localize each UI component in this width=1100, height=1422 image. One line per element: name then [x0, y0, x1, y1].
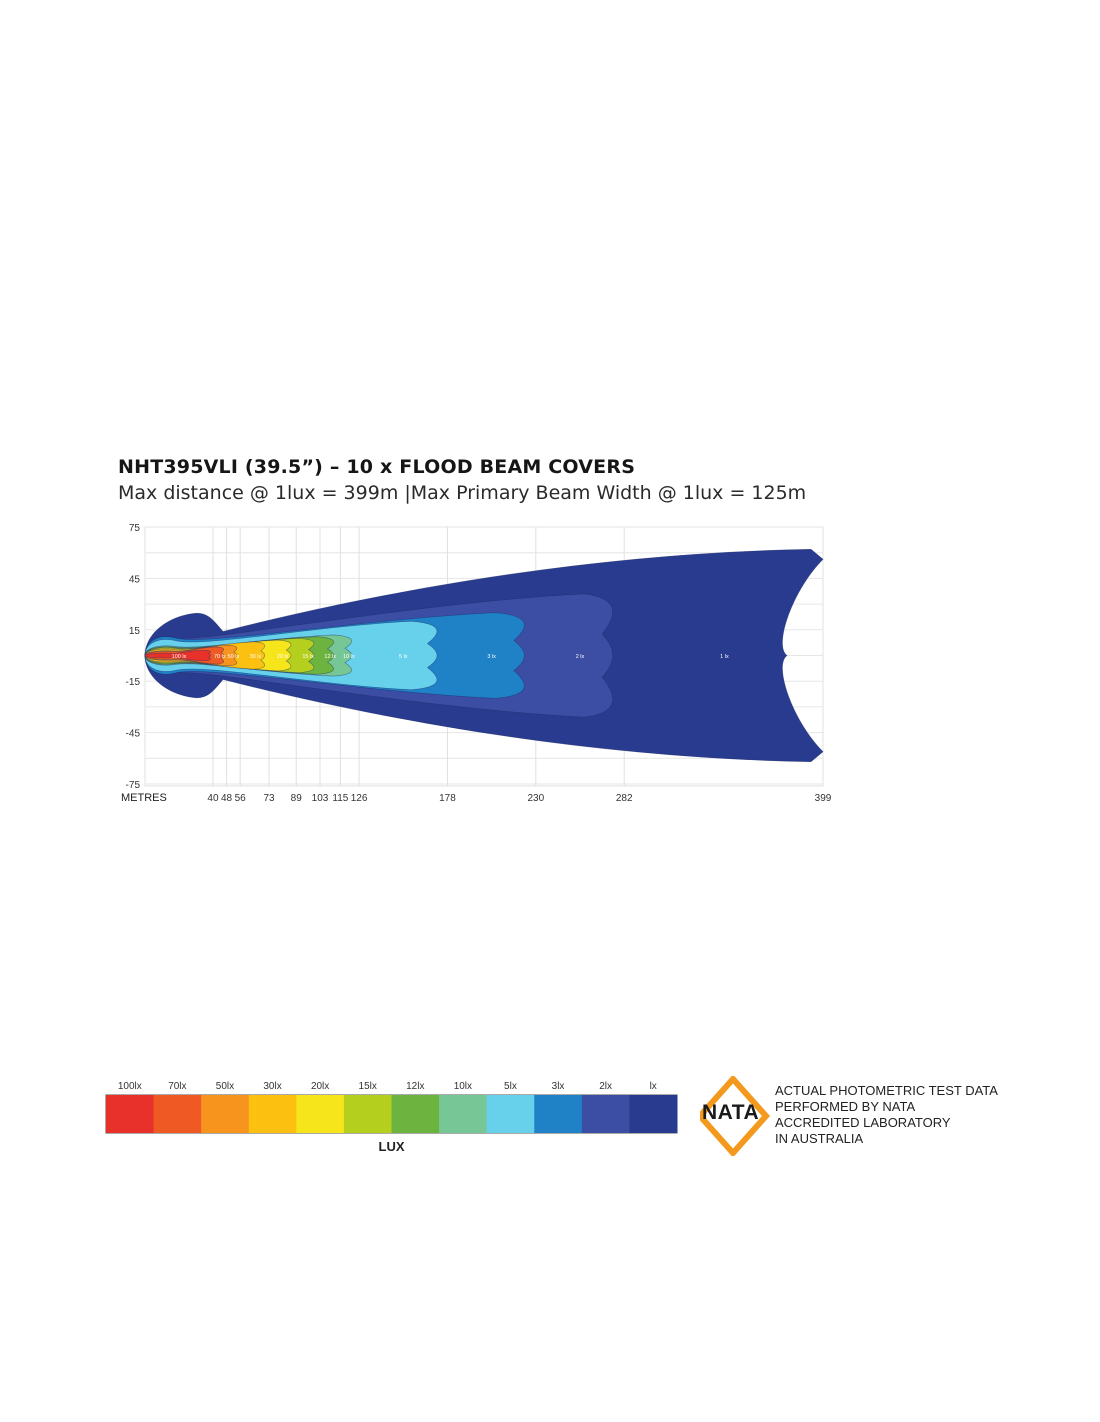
y-tick-label: -45 — [126, 729, 141, 740]
legend-title: LUX — [379, 1139, 405, 1154]
legend-label: 10lx — [454, 1081, 472, 1092]
legend-swatch — [153, 1095, 202, 1133]
legend-swatch — [201, 1095, 250, 1133]
zone-label: 2 lx — [576, 654, 585, 660]
nata-logo-text: NATA — [702, 1101, 760, 1124]
y-tick-label: -75 — [126, 780, 141, 791]
zone-label: 30 lx — [250, 654, 262, 660]
legend-label: 70lx — [168, 1081, 186, 1092]
legend-swatch — [248, 1095, 297, 1133]
legend-label: 15lx — [359, 1081, 377, 1092]
beam-zone-100lx — [144, 650, 211, 661]
nata-line: IN AUSTRALIA — [775, 1131, 864, 1146]
legend-label: 30lx — [263, 1081, 281, 1092]
legend-label: 2lx — [599, 1081, 612, 1092]
x-tick-label: 73 — [263, 793, 275, 804]
chart-subtitle: Max distance @ 1lux = 399m |Max Primary … — [118, 482, 807, 504]
x-tick-label: 115 — [332, 793, 348, 804]
chart-title: NHT395VLI (39.5”) – 10 x FLOOD BEAM COVE… — [118, 456, 636, 478]
y-tick-label: 75 — [129, 523, 141, 534]
zone-label: 100 lx — [172, 654, 187, 660]
legend-frame — [105, 1094, 678, 1134]
legend-swatch — [439, 1095, 488, 1133]
x-tick-label: 282 — [616, 793, 633, 804]
x-tick-label: 178 — [439, 793, 456, 804]
legend-label: 5lx — [504, 1081, 517, 1092]
legend-swatch — [343, 1095, 392, 1133]
x-tick-label: 230 — [527, 793, 544, 804]
legend-swatch — [106, 1095, 155, 1133]
legend-label: 50lx — [216, 1081, 234, 1092]
x-tick-label: 399 — [815, 793, 832, 804]
y-tick-label: 45 — [129, 574, 141, 585]
zone-label: 10 lx — [343, 654, 355, 660]
x-tick-label: 56 — [235, 793, 247, 804]
nata-line: PERFORMED BY NATA — [775, 1099, 916, 1114]
zone-label: 15 lx — [302, 654, 314, 660]
legend-label: lx — [650, 1081, 657, 1092]
nata-line: ACTUAL PHOTOMETRIC TEST DATA — [775, 1083, 998, 1098]
zone-label: 20 lx — [277, 654, 289, 660]
y-tick-label: 15 — [129, 626, 141, 637]
y-tick-label: -15 — [126, 677, 141, 688]
legend-swatch — [391, 1095, 440, 1133]
nata-line: ACCREDITED LABORATORY — [775, 1115, 951, 1130]
nata-statement: ACTUAL PHOTOMETRIC TEST DATA PERFORMED B… — [775, 1083, 998, 1147]
zone-label: 70 lx — [214, 654, 226, 660]
x-tick-label: 48 — [221, 793, 233, 804]
legend-label: 20lx — [311, 1081, 329, 1092]
legend-label: 12lx — [406, 1081, 424, 1092]
legend-swatch — [581, 1095, 630, 1133]
beam-chart: 100 lx 70 lx 50 lx 30 lx 20 lx 15 lx 12 lx 10 l… — [121, 523, 832, 804]
legend-swatch — [486, 1095, 535, 1133]
zone-label: 3 lx — [487, 654, 496, 660]
zone-label: 12 lx — [324, 654, 336, 660]
legend-label: 100lx — [118, 1081, 142, 1092]
zone-label: 50 lx — [228, 654, 240, 660]
legend-label: 3lx — [552, 1081, 565, 1092]
legend-swatch — [534, 1095, 583, 1133]
x-axis-label: METRES — [121, 792, 167, 804]
zone-label: 5 lx — [399, 654, 408, 660]
x-tick-label: 89 — [291, 793, 303, 804]
legend-swatch — [296, 1095, 345, 1133]
legend-swatch — [629, 1095, 678, 1133]
x-tick-label: 103 — [312, 793, 329, 804]
x-tick-label: 40 — [207, 793, 219, 804]
nata-logo-icon — [700, 1076, 771, 1156]
x-tick-label: 126 — [351, 793, 368, 804]
zone-label: 1 lx — [720, 654, 729, 660]
